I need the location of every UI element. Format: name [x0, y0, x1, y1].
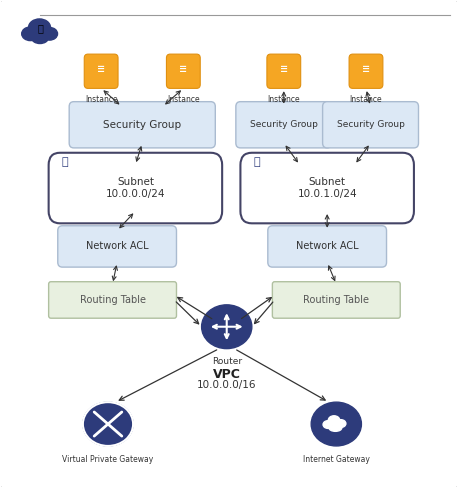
FancyBboxPatch shape [322, 102, 419, 148]
Text: Router: Router [212, 357, 242, 366]
Text: Instance: Instance [267, 95, 300, 104]
Text: VPC: VPC [213, 368, 240, 381]
Ellipse shape [83, 402, 133, 446]
Text: ≡: ≡ [280, 64, 288, 74]
FancyBboxPatch shape [69, 102, 215, 148]
FancyBboxPatch shape [268, 226, 387, 267]
Text: Internet Gateway: Internet Gateway [303, 455, 370, 464]
Ellipse shape [28, 19, 50, 36]
Ellipse shape [328, 416, 340, 425]
FancyBboxPatch shape [84, 54, 118, 88]
Text: Network ACL: Network ACL [296, 242, 359, 251]
Ellipse shape [329, 425, 342, 431]
FancyBboxPatch shape [273, 282, 400, 318]
Text: Instance: Instance [167, 95, 200, 104]
Text: Security Group: Security Group [250, 120, 318, 129]
Text: 🔒: 🔒 [37, 23, 43, 34]
Text: Subnet
10.0.0.0/24: Subnet 10.0.0.0/24 [106, 177, 165, 199]
FancyBboxPatch shape [236, 102, 332, 148]
FancyBboxPatch shape [49, 282, 176, 318]
Text: Instance: Instance [349, 95, 382, 104]
Text: Routing Table: Routing Table [303, 295, 369, 305]
Text: Routing Table: Routing Table [80, 295, 146, 305]
Text: Security Group: Security Group [103, 120, 181, 130]
FancyBboxPatch shape [267, 54, 301, 88]
Text: 10.0.0.0/16: 10.0.0.0/16 [197, 380, 256, 390]
Text: ≡: ≡ [97, 64, 105, 74]
Ellipse shape [336, 420, 346, 427]
Ellipse shape [22, 27, 39, 41]
Text: Security Group: Security Group [337, 120, 404, 129]
Text: Subnet
10.0.1.0/24: Subnet 10.0.1.0/24 [297, 177, 357, 199]
Text: Virtual Private Gateway: Virtual Private Gateway [62, 455, 153, 464]
Text: ⚿: ⚿ [61, 158, 68, 167]
FancyBboxPatch shape [166, 54, 200, 88]
Text: Network ACL: Network ACL [86, 242, 148, 251]
Ellipse shape [323, 421, 333, 428]
FancyBboxPatch shape [240, 153, 414, 224]
FancyBboxPatch shape [349, 54, 383, 88]
Text: Instance: Instance [85, 95, 117, 104]
Text: ⚿: ⚿ [253, 158, 260, 167]
Ellipse shape [42, 27, 58, 40]
Ellipse shape [202, 305, 252, 348]
Text: ≡: ≡ [179, 64, 187, 74]
FancyBboxPatch shape [58, 226, 176, 267]
Ellipse shape [311, 402, 361, 446]
FancyBboxPatch shape [49, 153, 222, 224]
Text: ≡: ≡ [362, 64, 370, 74]
Ellipse shape [32, 33, 48, 43]
